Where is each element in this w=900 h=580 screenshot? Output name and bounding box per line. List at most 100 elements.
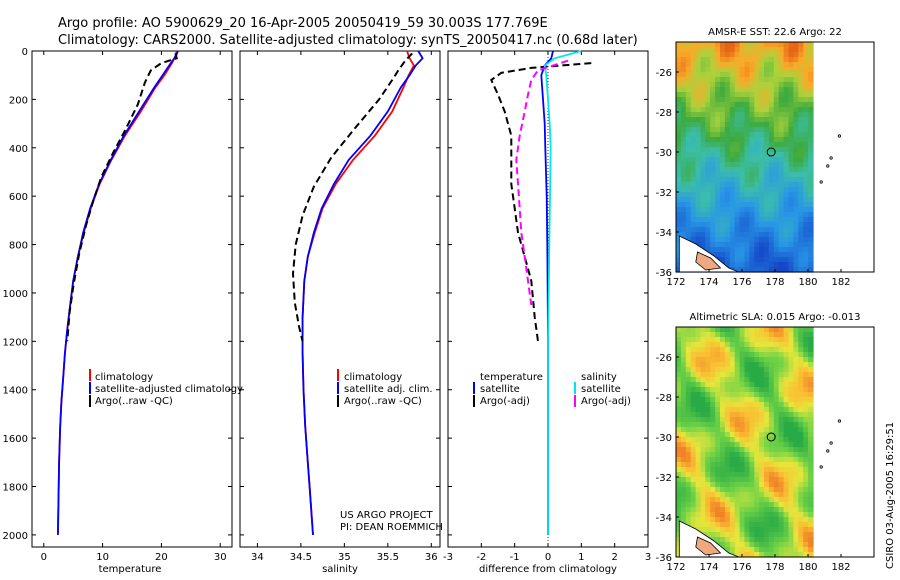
map-grid-cell [783,472,790,478]
map-grid-cell [724,152,731,158]
map-grid-cell [734,552,741,558]
map-grid-cell [720,332,726,338]
map-grid-cell [685,82,692,88]
map-grid-cell [764,267,770,273]
map-grid-cell [793,157,799,163]
map-grid-cell [749,502,755,508]
map-grid-cell [793,462,799,468]
map-grid-cell [759,182,765,188]
map-grid-cell [783,422,790,428]
map-grid-cell [715,377,721,383]
map-grid-cell [690,332,697,338]
map-grid-cell [715,192,721,198]
map-grid-cell [803,532,809,538]
map-grid-cell [808,132,814,138]
map-grid-cell [729,402,736,408]
map-grid-cell [749,117,755,123]
map-grid-cell [764,337,770,343]
map-grid-cell [754,77,760,83]
map-grid-cell [798,377,804,383]
map-grid-cell [720,467,726,473]
map-grid-cell [783,522,790,528]
map-grid-cell [734,187,741,193]
map-grid-cell [764,417,770,423]
map-grid-cell [773,202,780,208]
map-grid-cell [803,492,809,498]
map-grid-cell [759,367,765,373]
map-grid-cell [759,467,765,473]
map-grid-cell [700,132,706,138]
map-grid-cell [808,477,814,483]
map-grid-cell [793,177,799,183]
map-grid-cell [734,447,741,453]
map-grid-cell [768,477,775,483]
map-grid-cell [768,397,775,403]
map-grid-cell [739,467,746,473]
map-grid-cell [705,457,711,463]
map-grid-cell [793,232,799,238]
map-grid-cell [724,542,731,548]
map-grid-cell [768,412,775,418]
y-tick-label: 1400 [3,386,28,397]
map-grid-cell [676,482,682,488]
map-grid-cell [793,542,799,548]
map-grid-cell [754,362,760,368]
map-grid-cell [808,327,814,333]
map-grid-cell [700,437,706,443]
map-grid-cell [685,212,692,218]
map-grid-cell [734,372,741,378]
map-grid-cell [768,112,775,118]
map-grid-cell [676,67,682,73]
map-grid-cell [724,182,731,188]
map-grid-cell [759,432,765,438]
map-grid-cell [724,42,731,48]
map-grid-cell [695,487,702,493]
map-grid-cell [700,392,706,398]
map-grid-cell [764,147,770,153]
map-grid-cell [680,72,687,78]
map-grid-cell [783,82,790,88]
map-grid-cell [749,177,755,183]
map-grid-cell [783,157,790,163]
map-grid-cell [793,192,799,198]
map-grid-cell [685,117,692,123]
map-grid-cell [793,437,799,443]
map-grid-cell [744,432,750,438]
map-grid-cell [788,217,794,223]
map-grid-cell [700,127,706,133]
map-grid-cell [710,527,716,533]
map-grid-cell [749,222,755,228]
map-grid-cell [685,402,692,408]
map-grid-cell [768,362,775,368]
map-grid-cell [808,267,814,273]
map-grid-cell [793,242,799,248]
map-grid-cell [754,532,760,538]
map-grid-cell [724,347,731,353]
map-grid-cell [759,57,765,63]
map-grid-cell [773,537,780,543]
map-grid-cell [734,112,741,118]
series-line-argo-raw-qc- [291,52,413,342]
map-grid-cell [798,327,804,333]
map-grid-cell [724,512,731,518]
map-grid-cell [754,102,760,108]
map-grid-cell [720,117,726,123]
map-grid-cell [700,82,706,88]
map-grid-cell [720,452,726,458]
map-grid-cell [734,77,741,83]
map-grid-cell [690,397,697,403]
map-grid-cell [783,197,790,203]
map-grid-cell [676,407,682,413]
map-grid-cell [724,242,731,248]
map-grid-cell [739,187,746,193]
map-grid-cell [729,452,736,458]
map-grid-cell [744,142,750,148]
map-grid-cell [676,382,682,388]
map-grid-cell [744,437,750,443]
map-grid-cell [710,377,716,383]
map-grid-cell [695,427,702,433]
map-grid-cell [803,407,809,413]
map-grid-cell [764,462,770,468]
map-grid-cell [749,52,755,58]
map-grid-cell [700,402,706,408]
